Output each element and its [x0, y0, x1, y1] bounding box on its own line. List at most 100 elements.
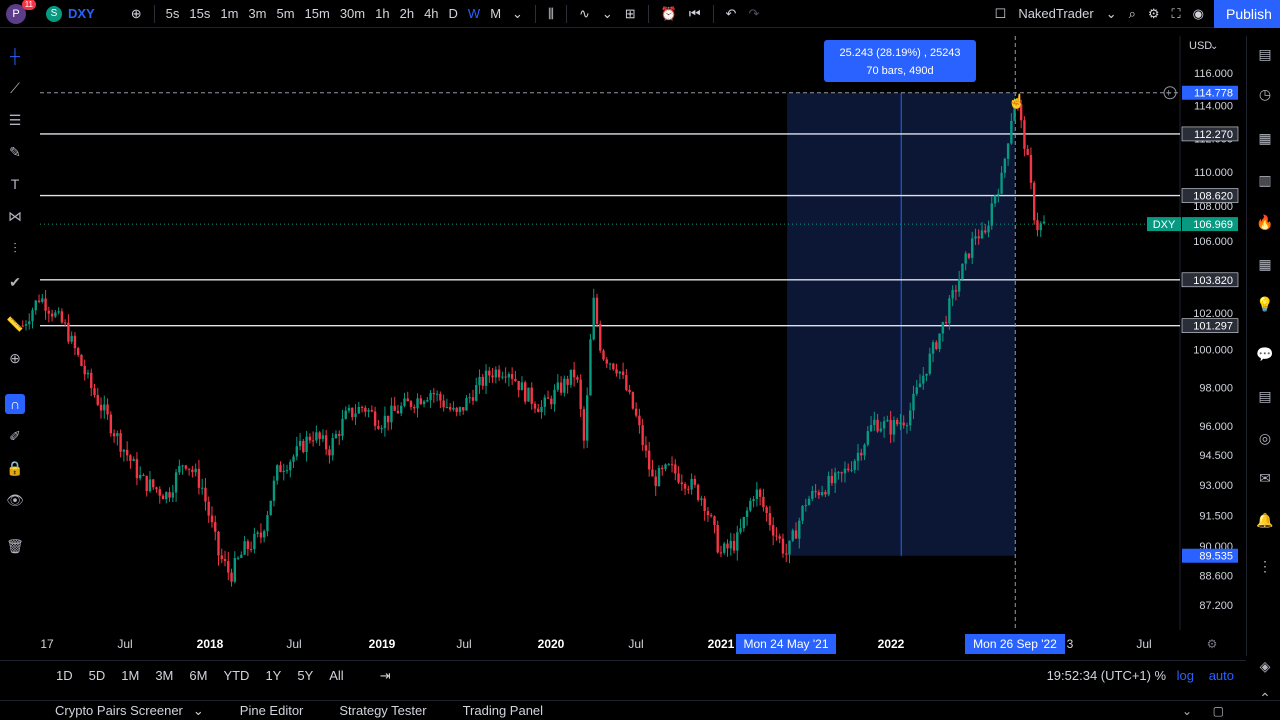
range-3m[interactable]: 3M [155, 668, 174, 683]
cursor-hand-icon: ☝ [1008, 92, 1025, 110]
range-5y[interactable]: 5Y [297, 668, 314, 683]
templates-icon[interactable]: ⊞ [624, 5, 636, 21]
eye-icon[interactable]: 👁 [6, 491, 24, 508]
range-1m[interactable]: 1M [121, 668, 140, 683]
user-avatar[interactable]: P 11 [6, 0, 36, 24]
add-symbol-icon[interactable]: ⊕ [130, 5, 142, 21]
expand-icon[interactable]: ⌃ [1259, 689, 1271, 706]
tab-pine-editor[interactable]: Pine Editor [239, 703, 304, 718]
calendar-icon[interactable]: ▦ [1258, 255, 1272, 272]
check-icon[interactable]: ✔ [9, 273, 21, 290]
interval-W[interactable]: W [467, 6, 481, 21]
candle-body [305, 436, 308, 453]
data-window-icon[interactable]: ▦ [1258, 129, 1272, 146]
add-alert-icon[interactable] [1163, 86, 1177, 100]
range-1y[interactable]: 1Y [265, 668, 282, 683]
goto-date-icon[interactable]: ⇥ [379, 667, 391, 683]
range-all[interactable]: All [329, 668, 344, 683]
crosshair-icon[interactable]: ┼ [10, 48, 20, 64]
candle-body [28, 321, 31, 325]
collapse-icon[interactable]: ⌄ [1181, 704, 1192, 718]
percent-toggle[interactable]: % [1154, 668, 1166, 683]
candles-icon[interactable]: ⫼ [547, 5, 554, 21]
magnet-icon[interactable]: ∩ [5, 394, 25, 414]
interval-15m[interactable]: 15m [304, 6, 330, 21]
ruler-icon[interactable]: 📏 [6, 315, 24, 332]
maximize-icon[interactable]: ▢ [1212, 704, 1224, 718]
alerts-icon[interactable]: ◷ [1258, 85, 1272, 102]
interval-5m[interactable]: 5m [276, 6, 295, 21]
lock-icon[interactable]: 🔒 [6, 459, 24, 476]
interval-3m[interactable]: 3m [248, 6, 267, 21]
camera-icon[interactable]: ◉ [1192, 5, 1204, 21]
price-tick-label: 116.000 [1194, 68, 1233, 80]
candle-body [220, 555, 223, 560]
interval-M[interactable]: M [490, 6, 502, 21]
text-icon[interactable]: T [10, 176, 20, 192]
indicator-icon[interactable]: ∿ [578, 5, 590, 21]
log-toggle[interactable]: log [1176, 668, 1194, 683]
chevron-down-icon[interactable]: ⌄ [1105, 5, 1117, 21]
layers-icon[interactable]: ◈ [1259, 657, 1271, 674]
candle-body [197, 468, 201, 488]
publish-button[interactable]: Publish [1214, 0, 1280, 28]
pattern-icon[interactable]: ⋈ [8, 207, 22, 224]
range-5d[interactable]: 5D [88, 668, 106, 683]
layout-name[interactable]: NakedTrader [1018, 6, 1094, 21]
symbol-search-button[interactable]: DXY [68, 6, 95, 21]
help-icon[interactable]: ◎ [1258, 429, 1272, 446]
interval-5s[interactable]: 5s [165, 6, 180, 21]
chat-icon[interactable]: 💬 [1256, 345, 1274, 362]
tab-trading-panel[interactable]: Trading Panel [462, 703, 544, 718]
candle-body [723, 543, 726, 553]
ideas-icon[interactable]: 💡 [1256, 295, 1274, 312]
news-icon[interactable]: ▥ [1258, 171, 1272, 188]
candle-body [393, 405, 396, 411]
notifications-icon[interactable]: 🔔 [1256, 511, 1274, 528]
notes-icon[interactable]: ▤ [1258, 387, 1272, 404]
interval-30m[interactable]: 30m [339, 6, 366, 21]
trend-line-icon[interactable]: ⟋ [10, 79, 20, 96]
right-sidebar: ▤ ◷ ▦ ▥ 🔥 ▦ 💡 💬 ▤ ◎ ✉ 🔔 ⋮ ◈ ⌃ [1246, 36, 1280, 706]
replay-icon[interactable]: ⏮ [688, 5, 701, 21]
chevron-down-icon[interactable]: ⌄ [192, 702, 204, 718]
checkbox-icon[interactable]: ☐ [994, 5, 1007, 21]
interval-4h[interactable]: 4h [424, 6, 439, 21]
interval-1h[interactable]: 1h [375, 6, 390, 21]
redo-icon[interactable]: ↷ [748, 5, 760, 21]
candle-body [713, 516, 716, 525]
range-ytd[interactable]: YTD [223, 668, 250, 683]
interval-D[interactable]: D [448, 6, 458, 21]
candle-body [269, 500, 272, 516]
undo-icon[interactable]: ↶ [725, 5, 737, 21]
more-icon[interactable]: ⋮ [1258, 557, 1272, 574]
fib-icon[interactable]: ☰ [8, 111, 22, 128]
interval-15s[interactable]: 15s [189, 6, 211, 21]
fullscreen-icon[interactable]: ⛶ [1171, 5, 1181, 21]
candle-body [396, 410, 400, 414]
lock-pencil-icon[interactable]: ✐ [9, 427, 21, 444]
auto-toggle[interactable]: auto [1208, 668, 1234, 683]
chevron-down-icon[interactable]: ⌄ [601, 5, 613, 21]
interval-2h[interactable]: 2h [399, 6, 415, 21]
alert-icon[interactable]: ⏰ [660, 5, 677, 21]
gear-icon[interactable]: ⚙ [1147, 5, 1160, 21]
watchlist-icon[interactable]: ▤ [1258, 45, 1272, 62]
chevron-down-icon[interactable]: ⌄ [512, 5, 523, 21]
zoom-icon[interactable]: ⊕ [9, 349, 21, 366]
hotlist-icon[interactable]: 🔥 [1256, 213, 1274, 230]
range-6m[interactable]: 6M [189, 668, 208, 683]
brush-icon[interactable]: ✎ [9, 143, 21, 160]
candle-body [938, 333, 941, 349]
tab-strategy-tester[interactable]: Strategy Tester [339, 703, 427, 718]
range-1d[interactable]: 1D [56, 668, 73, 683]
interval-1m[interactable]: 1m [220, 6, 239, 21]
messages-icon[interactable]: ✉ [1259, 469, 1271, 486]
candle-body [256, 532, 259, 534]
tab-crypto-screener[interactable]: Crypto Pairs Screener [55, 703, 183, 718]
candle-body [873, 419, 876, 426]
prediction-icon[interactable]: ⫶ [13, 239, 17, 256]
search-icon[interactable]: ⌕ [1128, 5, 1136, 21]
trash-icon[interactable]: 🗑 [6, 537, 24, 554]
